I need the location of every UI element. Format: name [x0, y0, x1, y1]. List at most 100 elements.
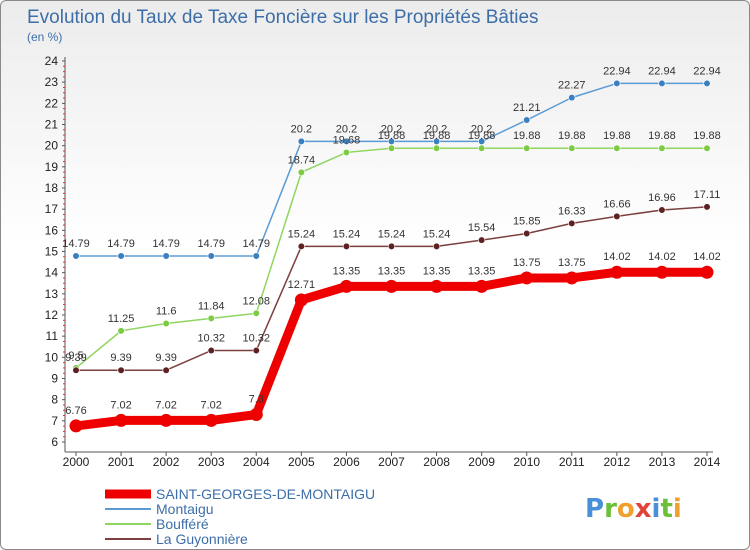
- data-label: 11.25: [108, 313, 135, 325]
- data-point: [114, 413, 128, 427]
- data-label: 19.88: [648, 130, 676, 142]
- plot-area: 14.79 14.79 14.79 14.79 14.79 20.2 20.2 20.2 20.…: [62, 65, 721, 433]
- data-point: [520, 271, 534, 285]
- data-label: 19.88: [693, 130, 721, 142]
- y-tick-label: 13: [45, 287, 59, 301]
- data-point: [297, 168, 305, 176]
- x-tick-label: 2010: [513, 455, 540, 469]
- data-point: [252, 309, 260, 317]
- data-point: [207, 346, 215, 355]
- data-point: [385, 279, 398, 293]
- data-label: 9.39: [65, 352, 86, 364]
- data-label: 13.35: [378, 265, 406, 277]
- data-point: [159, 413, 173, 427]
- legend: SAINT-GEORGES-DE-MONTAIGUMontaiguBouffér…: [105, 486, 375, 547]
- data-label: 13.75: [558, 257, 586, 269]
- data-point: [162, 252, 170, 260]
- y-tick-label: 8: [51, 393, 58, 407]
- data-point: [523, 229, 531, 238]
- data-point: [117, 327, 125, 335]
- data-point: [117, 366, 125, 374]
- data-label: 11.84: [198, 300, 225, 312]
- data-label: 19.88: [468, 130, 496, 142]
- data-label: 6.76: [65, 405, 86, 417]
- data-point: [523, 116, 531, 124]
- data-label: 20.2: [336, 123, 357, 135]
- y-tick-label: 15: [45, 245, 59, 259]
- data-point: [432, 242, 441, 251]
- data-point: [162, 366, 170, 374]
- data-point: [658, 206, 666, 214]
- data-point: [342, 148, 351, 157]
- data-label: 13.75: [513, 257, 541, 269]
- data-point: [430, 279, 444, 293]
- data-point: [339, 279, 353, 293]
- data-point: [568, 144, 576, 152]
- data-label: 7.02: [155, 399, 176, 411]
- data-label: 20.2: [381, 123, 402, 135]
- data-label: 21.21: [513, 102, 541, 114]
- data-point: [252, 346, 260, 355]
- legend-label: Montaigu: [156, 501, 214, 517]
- data-label: 15.54: [468, 222, 496, 234]
- data-point: [342, 242, 351, 251]
- data-point: [703, 203, 711, 211]
- data-label: 9.39: [110, 352, 131, 364]
- y-tick-label: 6: [51, 435, 58, 449]
- y-tick-label: 23: [45, 75, 59, 89]
- x-tick-label: 2004: [243, 455, 270, 469]
- legend-label: La Guyonnière: [156, 531, 248, 547]
- data-point: [568, 219, 576, 227]
- data-label: 19.88: [513, 130, 541, 142]
- x-tick-label: 2003: [198, 455, 225, 469]
- data-point: [703, 79, 711, 88]
- y-tick-label: 9: [51, 372, 58, 386]
- data-point: [117, 252, 125, 260]
- data-point: [72, 252, 80, 260]
- data-label: 13.35: [423, 265, 451, 277]
- data-label: 11.6: [156, 305, 177, 317]
- data-label: 9.39: [155, 352, 176, 364]
- data-label: 10.32: [197, 333, 225, 345]
- data-point: [613, 144, 621, 152]
- data-point: [72, 366, 80, 374]
- data-point: [475, 279, 489, 293]
- axes: 6 7 8 9 10 11 12 13 14 15 16 17 18 19 20 21 22 23 24 2000 20…: [45, 54, 721, 469]
- data-label: 14.79: [243, 238, 271, 250]
- data-point: [207, 314, 215, 322]
- data-label: 22.94: [693, 65, 721, 77]
- data-point: [252, 252, 260, 260]
- data-label: 15.24: [423, 228, 451, 240]
- data-label: 19.88: [603, 130, 631, 142]
- data-label: 15.85: [513, 216, 541, 228]
- data-label: 16.66: [603, 198, 631, 210]
- data-point: [387, 144, 396, 152]
- data-point: [568, 94, 576, 102]
- data-point: [523, 144, 531, 152]
- data-point: [294, 293, 308, 307]
- data-label: 22.94: [648, 65, 676, 77]
- data-label: 15.24: [333, 228, 361, 240]
- data-point: [658, 79, 666, 88]
- data-label: 7.02: [201, 399, 222, 411]
- proxiti-logo: Proxiti: [585, 494, 682, 524]
- data-label: 12.71: [288, 279, 316, 291]
- y-tick-label: 16: [45, 223, 59, 237]
- y-tick-label: 10: [45, 350, 59, 364]
- data-point: [162, 319, 170, 328]
- y-tick-label: 20: [45, 139, 59, 153]
- data-label: 7.3: [249, 393, 264, 405]
- x-tick-label: 2014: [694, 455, 721, 469]
- data-label: 19.88: [558, 130, 586, 142]
- x-tick-label: 2008: [423, 455, 450, 469]
- y-tick-label: 21: [45, 118, 59, 132]
- data-point: [204, 413, 218, 427]
- data-point: [432, 144, 441, 152]
- data-point: [613, 79, 621, 88]
- y-tick-label: 18: [45, 181, 59, 195]
- data-point: [658, 144, 666, 152]
- y-tick-label: 24: [45, 54, 59, 68]
- data-point: [387, 242, 396, 251]
- data-label: 18.74: [288, 154, 316, 166]
- data-label: 14.79: [62, 238, 90, 250]
